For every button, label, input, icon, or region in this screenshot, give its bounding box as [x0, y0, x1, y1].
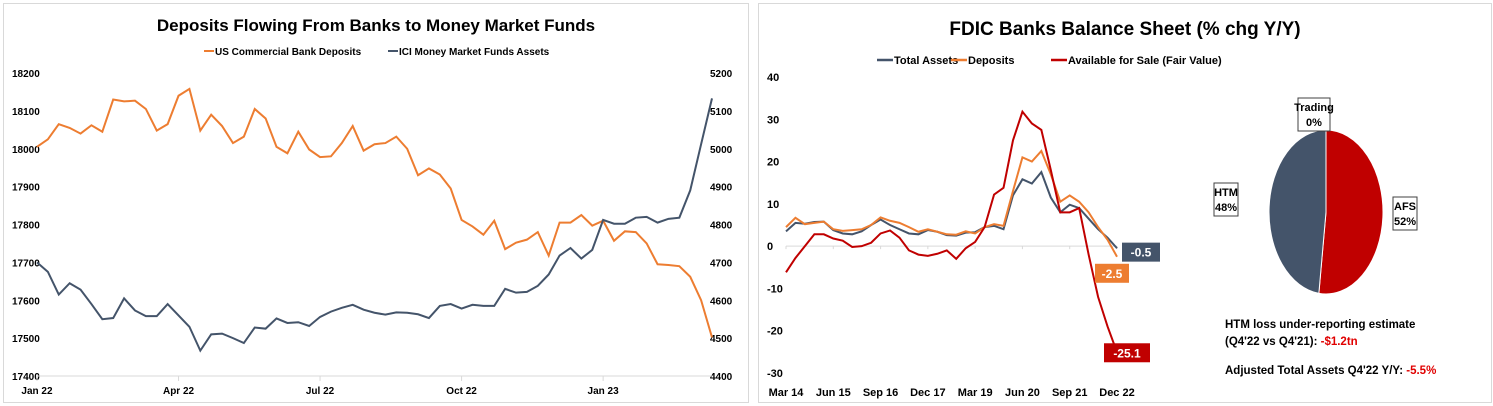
end-label: -0.5	[1131, 246, 1152, 260]
y-tick: 40	[767, 72, 779, 84]
y-tick-right: 4900	[710, 183, 733, 194]
x-tick: Sep 21	[1052, 387, 1087, 399]
y-tick-left: 17700	[12, 258, 40, 269]
y-tick-right: 4800	[710, 221, 733, 232]
note-adjusted-label: Adjusted Total Assets Q4'22 Y/Y:	[1225, 365, 1407, 377]
y-tick: 20	[767, 157, 779, 169]
legend-label: US Commercial Bank Deposits	[215, 47, 362, 58]
x-tick: Dec 22	[1099, 387, 1134, 399]
x-tick: Jun 15	[816, 387, 851, 399]
y-tick: 10	[767, 199, 779, 211]
y-tick-right: 5000	[710, 145, 733, 156]
pie-label-pct: 48%	[1215, 202, 1237, 214]
notes: HTM loss under-reporting estimate (Q4'22…	[1225, 317, 1436, 380]
pie-label-name: AFS	[1394, 201, 1416, 213]
y-tick-left: 17900	[12, 183, 40, 194]
y-tick-left: 18200	[12, 69, 40, 80]
series-line-us-commercial-bank-deposits	[36, 87, 713, 338]
y-tick-right: 4600	[710, 296, 733, 307]
y-tick: -10	[767, 283, 783, 295]
x-tick: Apr 22	[163, 386, 195, 397]
end-label-box	[1104, 343, 1150, 363]
series-line-deposits	[785, 149, 1118, 258]
pie-label-box	[1213, 182, 1239, 217]
legend-label: Available for Sale (Fair Value)	[1068, 55, 1222, 67]
y-tick-right: 4400	[710, 372, 733, 383]
legend-label: Total Assets	[894, 55, 958, 67]
deposits-chart: Deposits Flowing From Banks to Money Mar…	[12, 16, 733, 397]
y-tick: 30	[767, 114, 779, 126]
y-tick-left: 17800	[12, 221, 40, 232]
note-adjusted-value: -5.5%	[1406, 365, 1437, 377]
y-tick-right: 4700	[710, 258, 733, 269]
series-line-ici-money-market-funds-assets	[36, 98, 713, 353]
y-tick: -20	[767, 326, 783, 338]
note-htm-title: HTM loss under-reporting estimate	[1225, 319, 1416, 331]
x-tick: Sep 16	[863, 387, 898, 399]
pie-slice-htm	[1268, 129, 1327, 294]
x-tick: Mar 14	[769, 387, 805, 399]
end-label: -25.1	[1113, 346, 1141, 360]
x-tick: Oct 22	[446, 386, 477, 397]
legend-label: ICI Money Market Funds Assets	[399, 47, 550, 58]
y-tick-left: 18000	[12, 145, 40, 156]
note-htm-label: (Q4'22 vs Q4'21):	[1225, 336, 1321, 348]
pie-slice-afs	[1318, 129, 1384, 295]
y-tick: 0	[767, 241, 773, 253]
end-label: -2.5	[1102, 267, 1123, 281]
deposits-chart-panel: Deposits Flowing From Banks to Money Mar…	[3, 3, 749, 403]
x-tick: Jun 20	[1005, 387, 1040, 399]
series-line-available-for-sale-fair-value-	[785, 109, 1118, 353]
chart-title: FDIC Banks Balance Sheet (% chg Y/Y)	[949, 19, 1300, 40]
pie-label-name: Trading	[1294, 102, 1334, 114]
pie-label-pct: 0%	[1306, 117, 1322, 129]
fdic-chart: FDIC Banks Balance Sheet (% chg Y/Y) Tota…	[767, 19, 1418, 399]
end-label-box	[1095, 263, 1129, 283]
note-htm-value: -$1.2tn	[1320, 336, 1358, 348]
legend-label: Deposits	[968, 55, 1014, 67]
chart-title: Deposits Flowing From Banks to Money Mar…	[157, 16, 595, 35]
x-tick: Jan 22	[21, 386, 53, 397]
fdic-chart-panel: FDIC Banks Balance Sheet (% chg Y/Y) Tota…	[758, 3, 1492, 403]
y-tick-left: 17400	[12, 372, 40, 383]
y-tick: -30	[767, 368, 783, 380]
y-tick-right: 4500	[710, 334, 733, 345]
x-tick: Dec 17	[910, 387, 945, 399]
series-line-total-assets	[785, 170, 1118, 249]
x-tick: Jul 22	[306, 386, 335, 397]
pie-label-box	[1297, 97, 1331, 132]
y-tick-right: 5200	[710, 69, 733, 80]
end-label-box	[1122, 242, 1160, 262]
x-tick: Jan 23	[588, 386, 620, 397]
pie-label-box	[1392, 196, 1418, 231]
x-tick: Mar 19	[958, 387, 993, 399]
y-tick-left: 18100	[12, 107, 40, 118]
y-tick-left: 17600	[12, 296, 40, 307]
y-tick-left: 17500	[12, 334, 40, 345]
pie-label-pct: 52%	[1394, 216, 1416, 228]
pie-label-name: HTM	[1214, 187, 1238, 199]
y-tick-right: 5100	[710, 107, 733, 118]
